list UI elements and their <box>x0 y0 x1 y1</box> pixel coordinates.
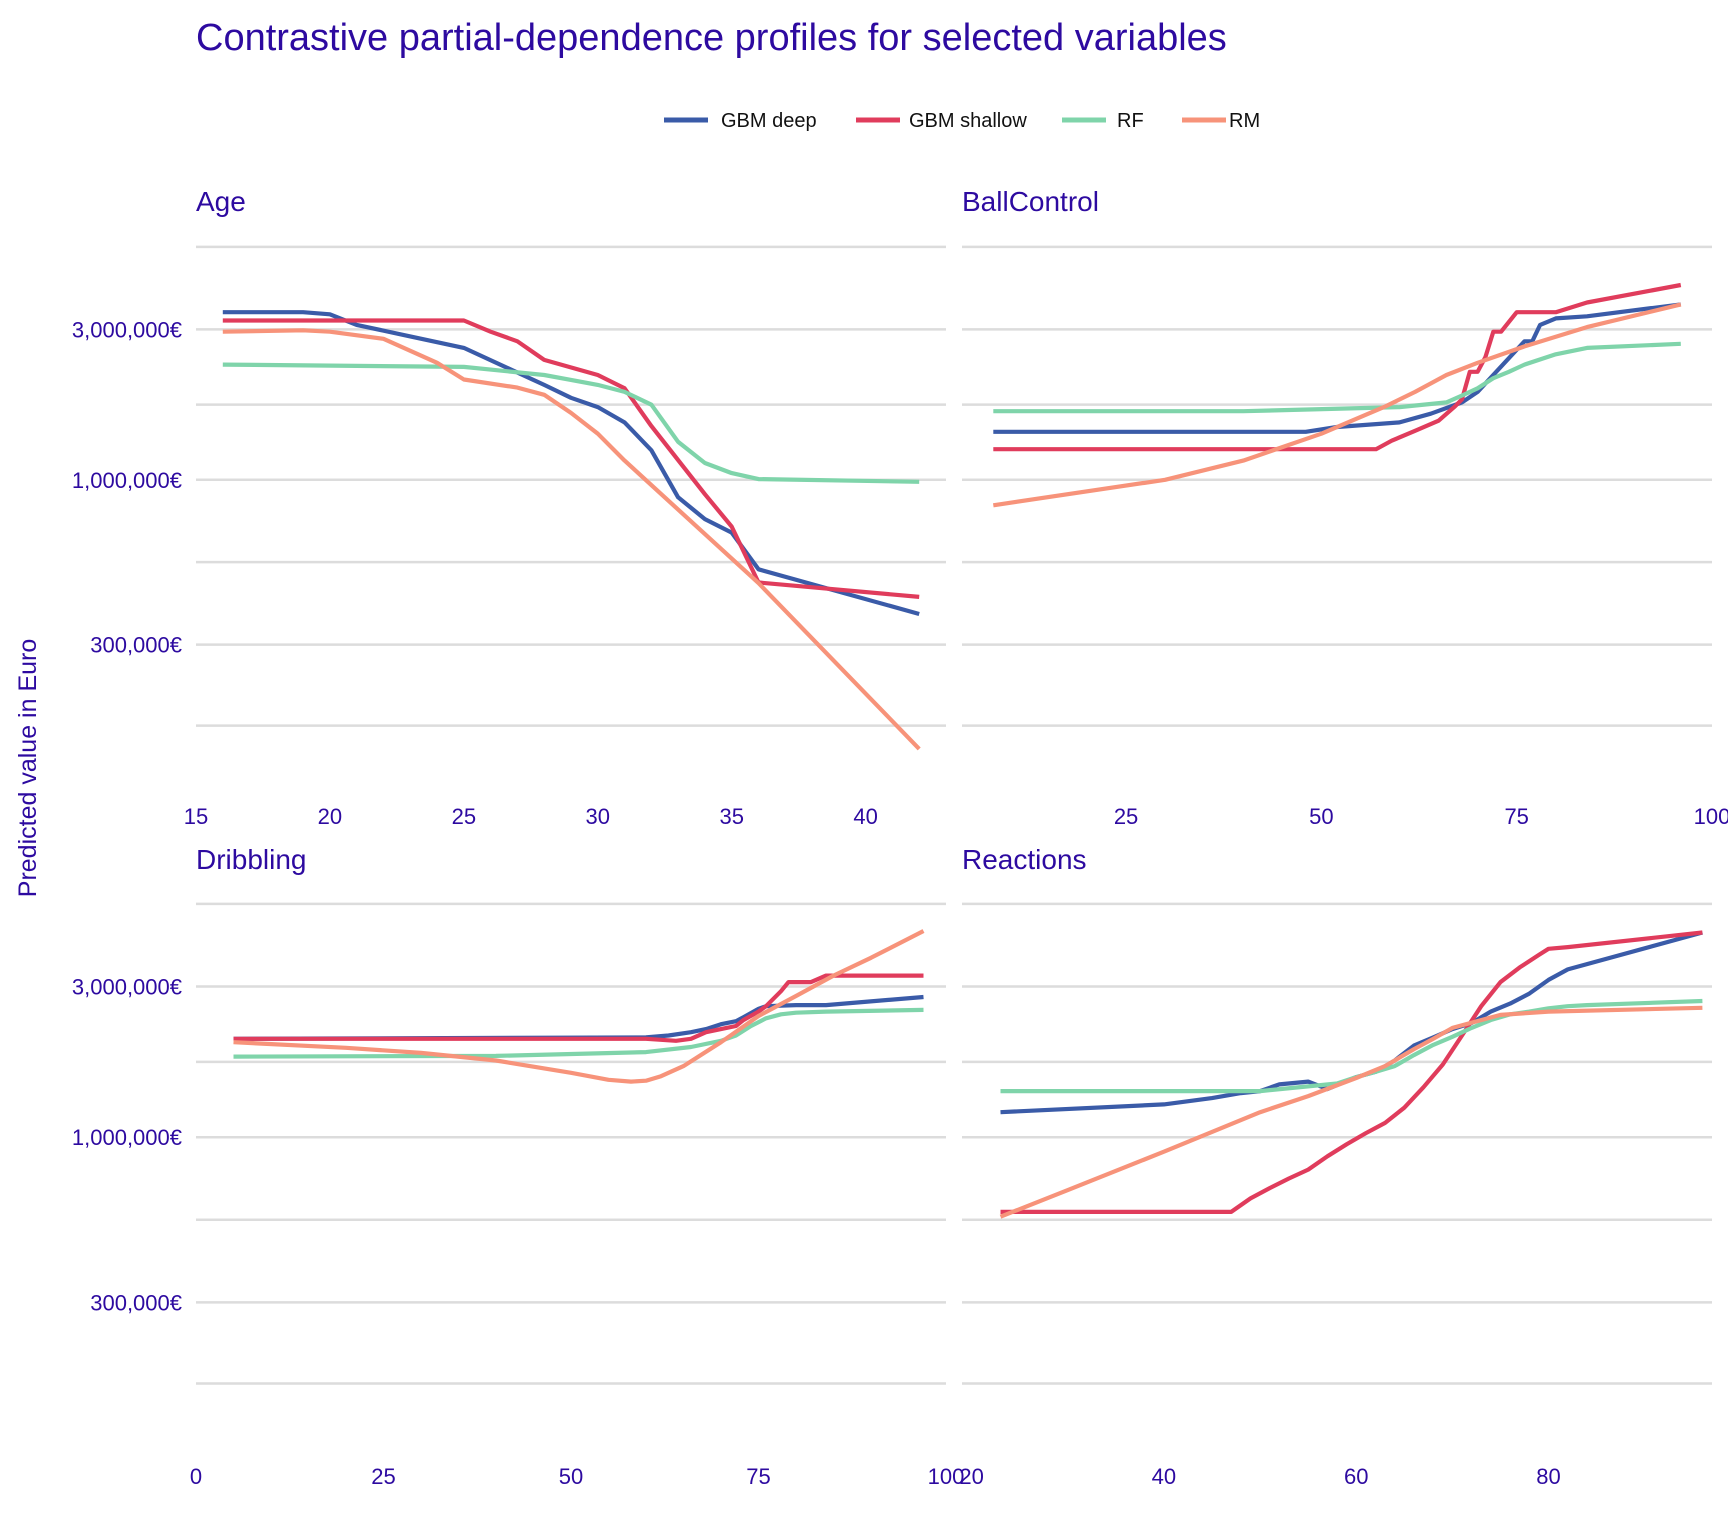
legend: GBM deep GBM shallow RF RM <box>664 110 1260 132</box>
x-tick-label: 100 <box>1694 804 1728 829</box>
series-line-gbm-deep <box>1000 930 1703 1115</box>
x-tick-label: 0 <box>190 1464 202 1489</box>
series-line-gbm-shallow <box>993 282 1682 452</box>
panel-age: Age 300,000€ 1,000,000€ 3,000,000€ 15 20 25 30 3… <box>72 186 946 829</box>
x-tick-label: 75 <box>1504 804 1528 829</box>
panel-title: Reactions <box>962 844 1087 875</box>
x-tick-label: 25 <box>371 1464 395 1489</box>
series-line-rm <box>222 328 921 751</box>
x-tick-label: 50 <box>559 1464 583 1489</box>
legend-item: RM <box>1182 110 1260 132</box>
series-line-rf <box>233 1007 924 1059</box>
x-tick-label: 40 <box>853 804 877 829</box>
series-line-rf <box>993 341 1681 414</box>
x-tick-label: 75 <box>746 1464 770 1489</box>
series-line-rm <box>233 929 925 1084</box>
series-line-rm <box>992 302 1682 508</box>
legend-item: GBM deep <box>664 110 817 132</box>
x-tick-label: 35 <box>719 804 743 829</box>
x-tick-label: 50 <box>1309 804 1333 829</box>
y-axis-label: Predicted value in Euro <box>14 639 42 897</box>
series-line-gbm-shallow <box>222 318 920 599</box>
legend-item: RF <box>1062 110 1144 132</box>
panel-title: Dribbling <box>196 844 307 875</box>
y-tick-label: 300,000€ <box>90 633 182 658</box>
legend-label: RM <box>1229 110 1260 132</box>
legend-label: GBM shallow <box>909 110 1027 132</box>
series-line-rf <box>222 362 920 484</box>
x-tick-label: 30 <box>586 804 610 829</box>
x-tick-label: 80 <box>1536 1464 1560 1489</box>
panels: Age 300,000€ 1,000,000€ 3,000,000€ 15 20 25 30 3… <box>72 186 1728 1489</box>
x-tick-label: 15 <box>184 804 208 829</box>
y-tick-label: 300,000€ <box>90 1290 182 1315</box>
series-line-rm <box>999 1005 1703 1219</box>
chart-title: Contrastive partial-dependence profiles … <box>196 17 1227 59</box>
x-tick-label: 25 <box>1114 804 1138 829</box>
x-tick-label: 25 <box>452 804 476 829</box>
y-tick-label: 1,000,000€ <box>72 468 182 493</box>
panel-ballcontrol: BallControl 25 50 75 100 <box>962 186 1728 829</box>
panel-title: BallControl <box>962 186 1099 217</box>
x-tick-label: 60 <box>1344 1464 1368 1489</box>
x-tick-label: 100 <box>928 1464 965 1489</box>
y-tick-label: 1,000,000€ <box>72 1125 182 1150</box>
panel-reactions: Reactions 20 40 60 80 <box>959 844 1712 1489</box>
series-line-gbm-shallow <box>1000 930 1703 1214</box>
legend-item: GBM shallow <box>856 110 1027 132</box>
legend-label: GBM deep <box>721 110 817 132</box>
x-tick-label: 40 <box>1152 1464 1176 1489</box>
series-line-gbm-deep <box>222 310 920 617</box>
y-tick-label: 3,000,000€ <box>72 317 182 342</box>
series-line-gbm-shallow <box>233 973 924 1043</box>
panel-dribbling: Dribbling 300,000€ 1,000,000€ 3,000,000€ 0 25… <box>72 844 964 1489</box>
y-tick-label: 3,000,000€ <box>72 975 182 1000</box>
x-tick-label: 20 <box>959 1464 983 1489</box>
series-line-gbm-deep <box>233 994 924 1041</box>
panel-title: Age <box>196 186 246 217</box>
legend-label: RF <box>1117 110 1144 132</box>
x-tick-label: 20 <box>318 804 342 829</box>
